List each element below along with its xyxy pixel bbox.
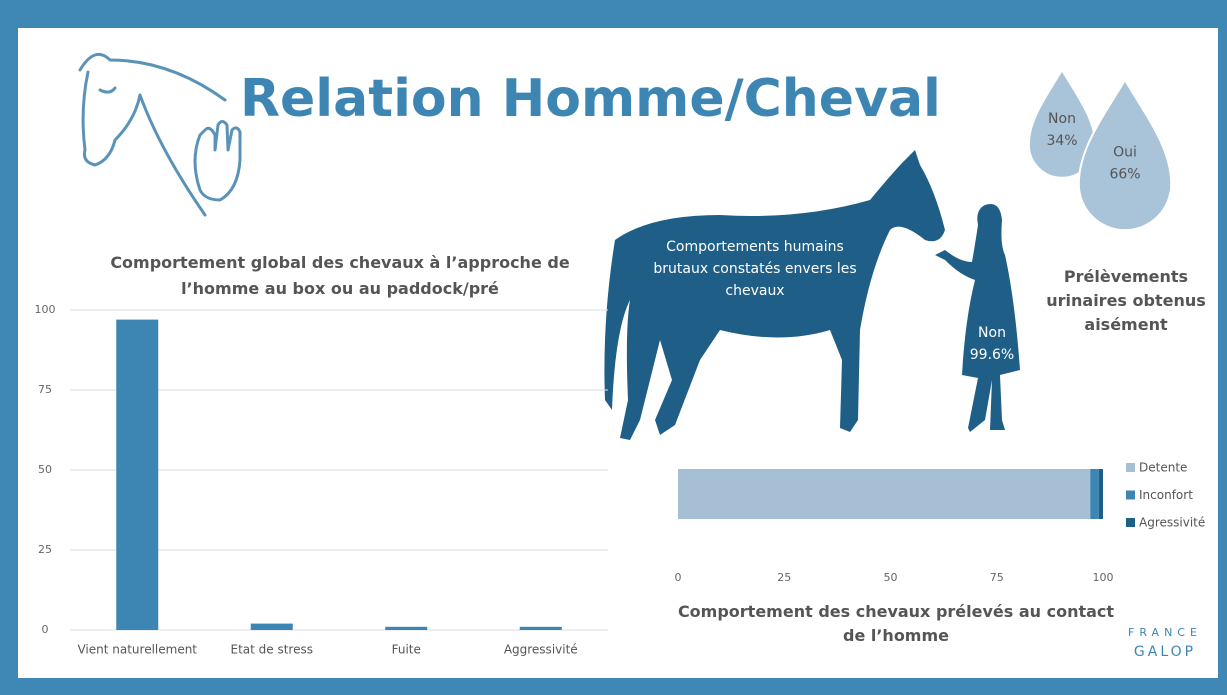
bar bbox=[385, 626, 428, 630]
bar-segment bbox=[678, 469, 1091, 519]
bar bbox=[519, 626, 562, 630]
x-tick-label: 50 bbox=[884, 571, 898, 584]
x-tick-label: 0 bbox=[675, 571, 682, 584]
legend-swatch bbox=[1126, 490, 1135, 500]
legend-label: Agressivité bbox=[1139, 516, 1205, 530]
stat-value: 99.6% bbox=[970, 347, 1014, 363]
x-tick-label: 100 bbox=[1093, 571, 1114, 584]
bar bbox=[250, 623, 293, 630]
legend-swatch bbox=[1126, 463, 1135, 472]
horse-silhouette bbox=[604, 150, 945, 440]
bar-segment bbox=[1090, 469, 1099, 519]
y-tick-label: 75 bbox=[38, 383, 52, 396]
x-tick-label: Etat de stress bbox=[231, 643, 314, 657]
y-tick-label: 25 bbox=[38, 543, 52, 556]
x-tick-label: Aggressivité bbox=[504, 643, 578, 657]
y-tick-label: 0 bbox=[42, 623, 49, 636]
chart-title: Comportement global des chevaux à l’appr… bbox=[110, 253, 570, 298]
page-title: Relation Homme/Cheval bbox=[240, 69, 941, 129]
legend-label: Inconfort bbox=[1139, 488, 1193, 502]
y-tick-label: 50 bbox=[38, 463, 52, 476]
chart-title: Prélèvements urinaires obtenus aisément bbox=[1046, 267, 1206, 334]
drop bbox=[1027, 68, 1097, 179]
bar bbox=[116, 319, 159, 630]
y-tick-label: 100 bbox=[35, 303, 56, 316]
stat-category: Non bbox=[978, 325, 1006, 341]
drop-category: Non bbox=[1048, 111, 1076, 127]
x-tick-label: 75 bbox=[990, 571, 1004, 584]
horse-head-icon bbox=[78, 52, 242, 217]
drop bbox=[1077, 78, 1173, 232]
x-tick-label: Vient naturellement bbox=[77, 643, 197, 657]
logo-top: FRANCE bbox=[1128, 626, 1202, 639]
legend-label: Detente bbox=[1139, 461, 1187, 475]
chart-title: Comportement des chevaux prélevés au con… bbox=[677, 602, 1115, 645]
logo-bottom: GALOP bbox=[1134, 644, 1196, 660]
x-tick-label: 25 bbox=[777, 571, 791, 584]
drop-value: 66% bbox=[1109, 167, 1140, 183]
bar-segment bbox=[1098, 469, 1103, 519]
girl-silhouette bbox=[935, 204, 1020, 432]
x-tick-label: Fuite bbox=[392, 643, 421, 657]
legend-swatch bbox=[1126, 518, 1135, 527]
drop-value: 34% bbox=[1046, 133, 1077, 149]
stat-title: Comportements humains brutaux constatés … bbox=[653, 239, 857, 299]
drop-category: Oui bbox=[1113, 145, 1137, 161]
